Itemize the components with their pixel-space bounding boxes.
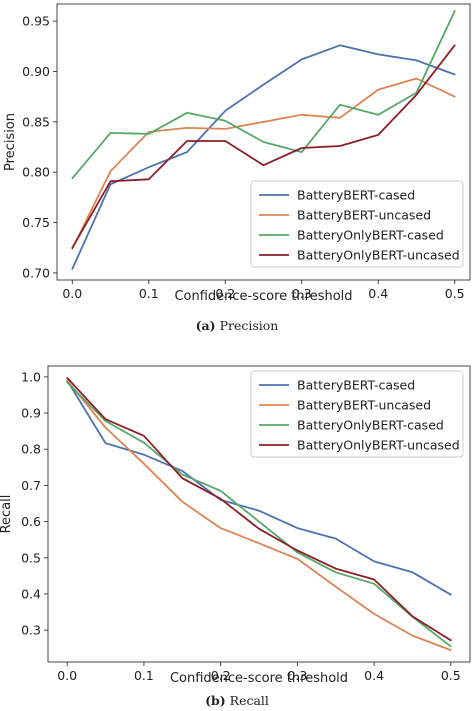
y-tick-label: 0.9 bbox=[21, 406, 41, 421]
legend-entry: BatteryOnlyBERT-cased bbox=[297, 228, 444, 243]
series-line bbox=[66, 379, 452, 651]
x-tick-label: 0.4 bbox=[364, 668, 384, 683]
x-tick-label: 0.5 bbox=[441, 668, 461, 683]
y-tick-label: 0.80 bbox=[22, 165, 50, 180]
y-tick-label: 0.90 bbox=[22, 64, 50, 79]
plot-frame bbox=[56, 3, 471, 281]
x-tick-label: 0.5 bbox=[445, 286, 465, 301]
legend-entry: BatteryOnlyBERT-cased bbox=[297, 418, 444, 433]
series-line bbox=[71, 77, 456, 250]
y-tick-label: 0.6 bbox=[21, 514, 41, 529]
caption-b: (b) Recall bbox=[0, 693, 474, 708]
y-tick-label: 0.7 bbox=[21, 478, 41, 493]
legend-entry: BatteryBERT-uncased bbox=[297, 398, 431, 413]
x-tick-label: 0.2 bbox=[215, 286, 235, 301]
x-axis-label: Confidence-score threshold bbox=[174, 289, 352, 304]
caption-b-text: Recall bbox=[229, 693, 269, 708]
x-tick-label: 0.3 bbox=[287, 668, 307, 683]
caption-a-text: Precision bbox=[219, 318, 279, 333]
y-tick-label: 0.95 bbox=[22, 14, 50, 29]
y-tick-label: 0.5 bbox=[21, 550, 41, 565]
legend-box bbox=[250, 180, 464, 268]
legend-entry: BatteryOnlyBERT-uncased bbox=[297, 438, 460, 453]
precision-chart: 0.0 0.1 0.2 0.3 0.4 0.5 0.70 0.75 0.80 0.85 0.90 0.… bbox=[3, 3, 471, 304]
legend-box bbox=[250, 370, 464, 458]
y-tick-label: 0.75 bbox=[22, 215, 50, 230]
y-axis-label: Precision bbox=[3, 113, 18, 171]
y-tick-label: 0.85 bbox=[22, 114, 50, 129]
y-tick-label: 0.70 bbox=[22, 265, 50, 280]
series-line bbox=[71, 44, 456, 249]
x-tick-label: 0.1 bbox=[139, 286, 159, 301]
legend-entry: BatteryBERT-uncased bbox=[297, 208, 431, 223]
x-tick-label: 0.0 bbox=[62, 286, 82, 301]
legend: BatteryBERT-cased BatteryBERT-uncased Batt… bbox=[250, 370, 464, 458]
x-tick-label: 0.2 bbox=[211, 668, 231, 683]
legend-entry: BatteryBERT-cased bbox=[297, 378, 415, 393]
legend: BatteryBERT-cased BatteryBERT-uncased Batt… bbox=[250, 180, 464, 268]
x-tick-label: 0.4 bbox=[368, 286, 388, 301]
y-tick-label: 1.0 bbox=[21, 369, 41, 384]
legend-entry: BatteryBERT-cased bbox=[297, 188, 415, 203]
recall-chart: 0.0 0.1 0.2 0.3 0.4 0.5 0.3 0.4 0.5 0.6 0.7 0.8 0.9 1… bbox=[0, 365, 471, 686]
caption-a-label: (a) bbox=[195, 318, 216, 333]
series-line bbox=[71, 10, 456, 180]
x-tick-label: 0.0 bbox=[57, 668, 77, 683]
series-line bbox=[66, 376, 452, 642]
y-tick-label: 0.3 bbox=[21, 623, 41, 638]
series-line bbox=[71, 44, 456, 270]
x-axis-label: Confidence-score threshold bbox=[170, 671, 348, 686]
legend-entry: BatteryOnlyBERT-uncased bbox=[297, 248, 460, 263]
caption-a: (a) Precision bbox=[0, 318, 474, 333]
y-tick-label: 0.8 bbox=[21, 442, 41, 457]
plot-frame bbox=[47, 365, 471, 663]
y-axis-label: Recall bbox=[0, 495, 14, 534]
x-tick-label: 0.3 bbox=[292, 286, 312, 301]
series-line bbox=[66, 381, 452, 648]
x-tick-label: 0.1 bbox=[134, 668, 154, 683]
caption-b-label: (b) bbox=[205, 693, 226, 708]
y-tick-label: 0.4 bbox=[21, 586, 41, 601]
